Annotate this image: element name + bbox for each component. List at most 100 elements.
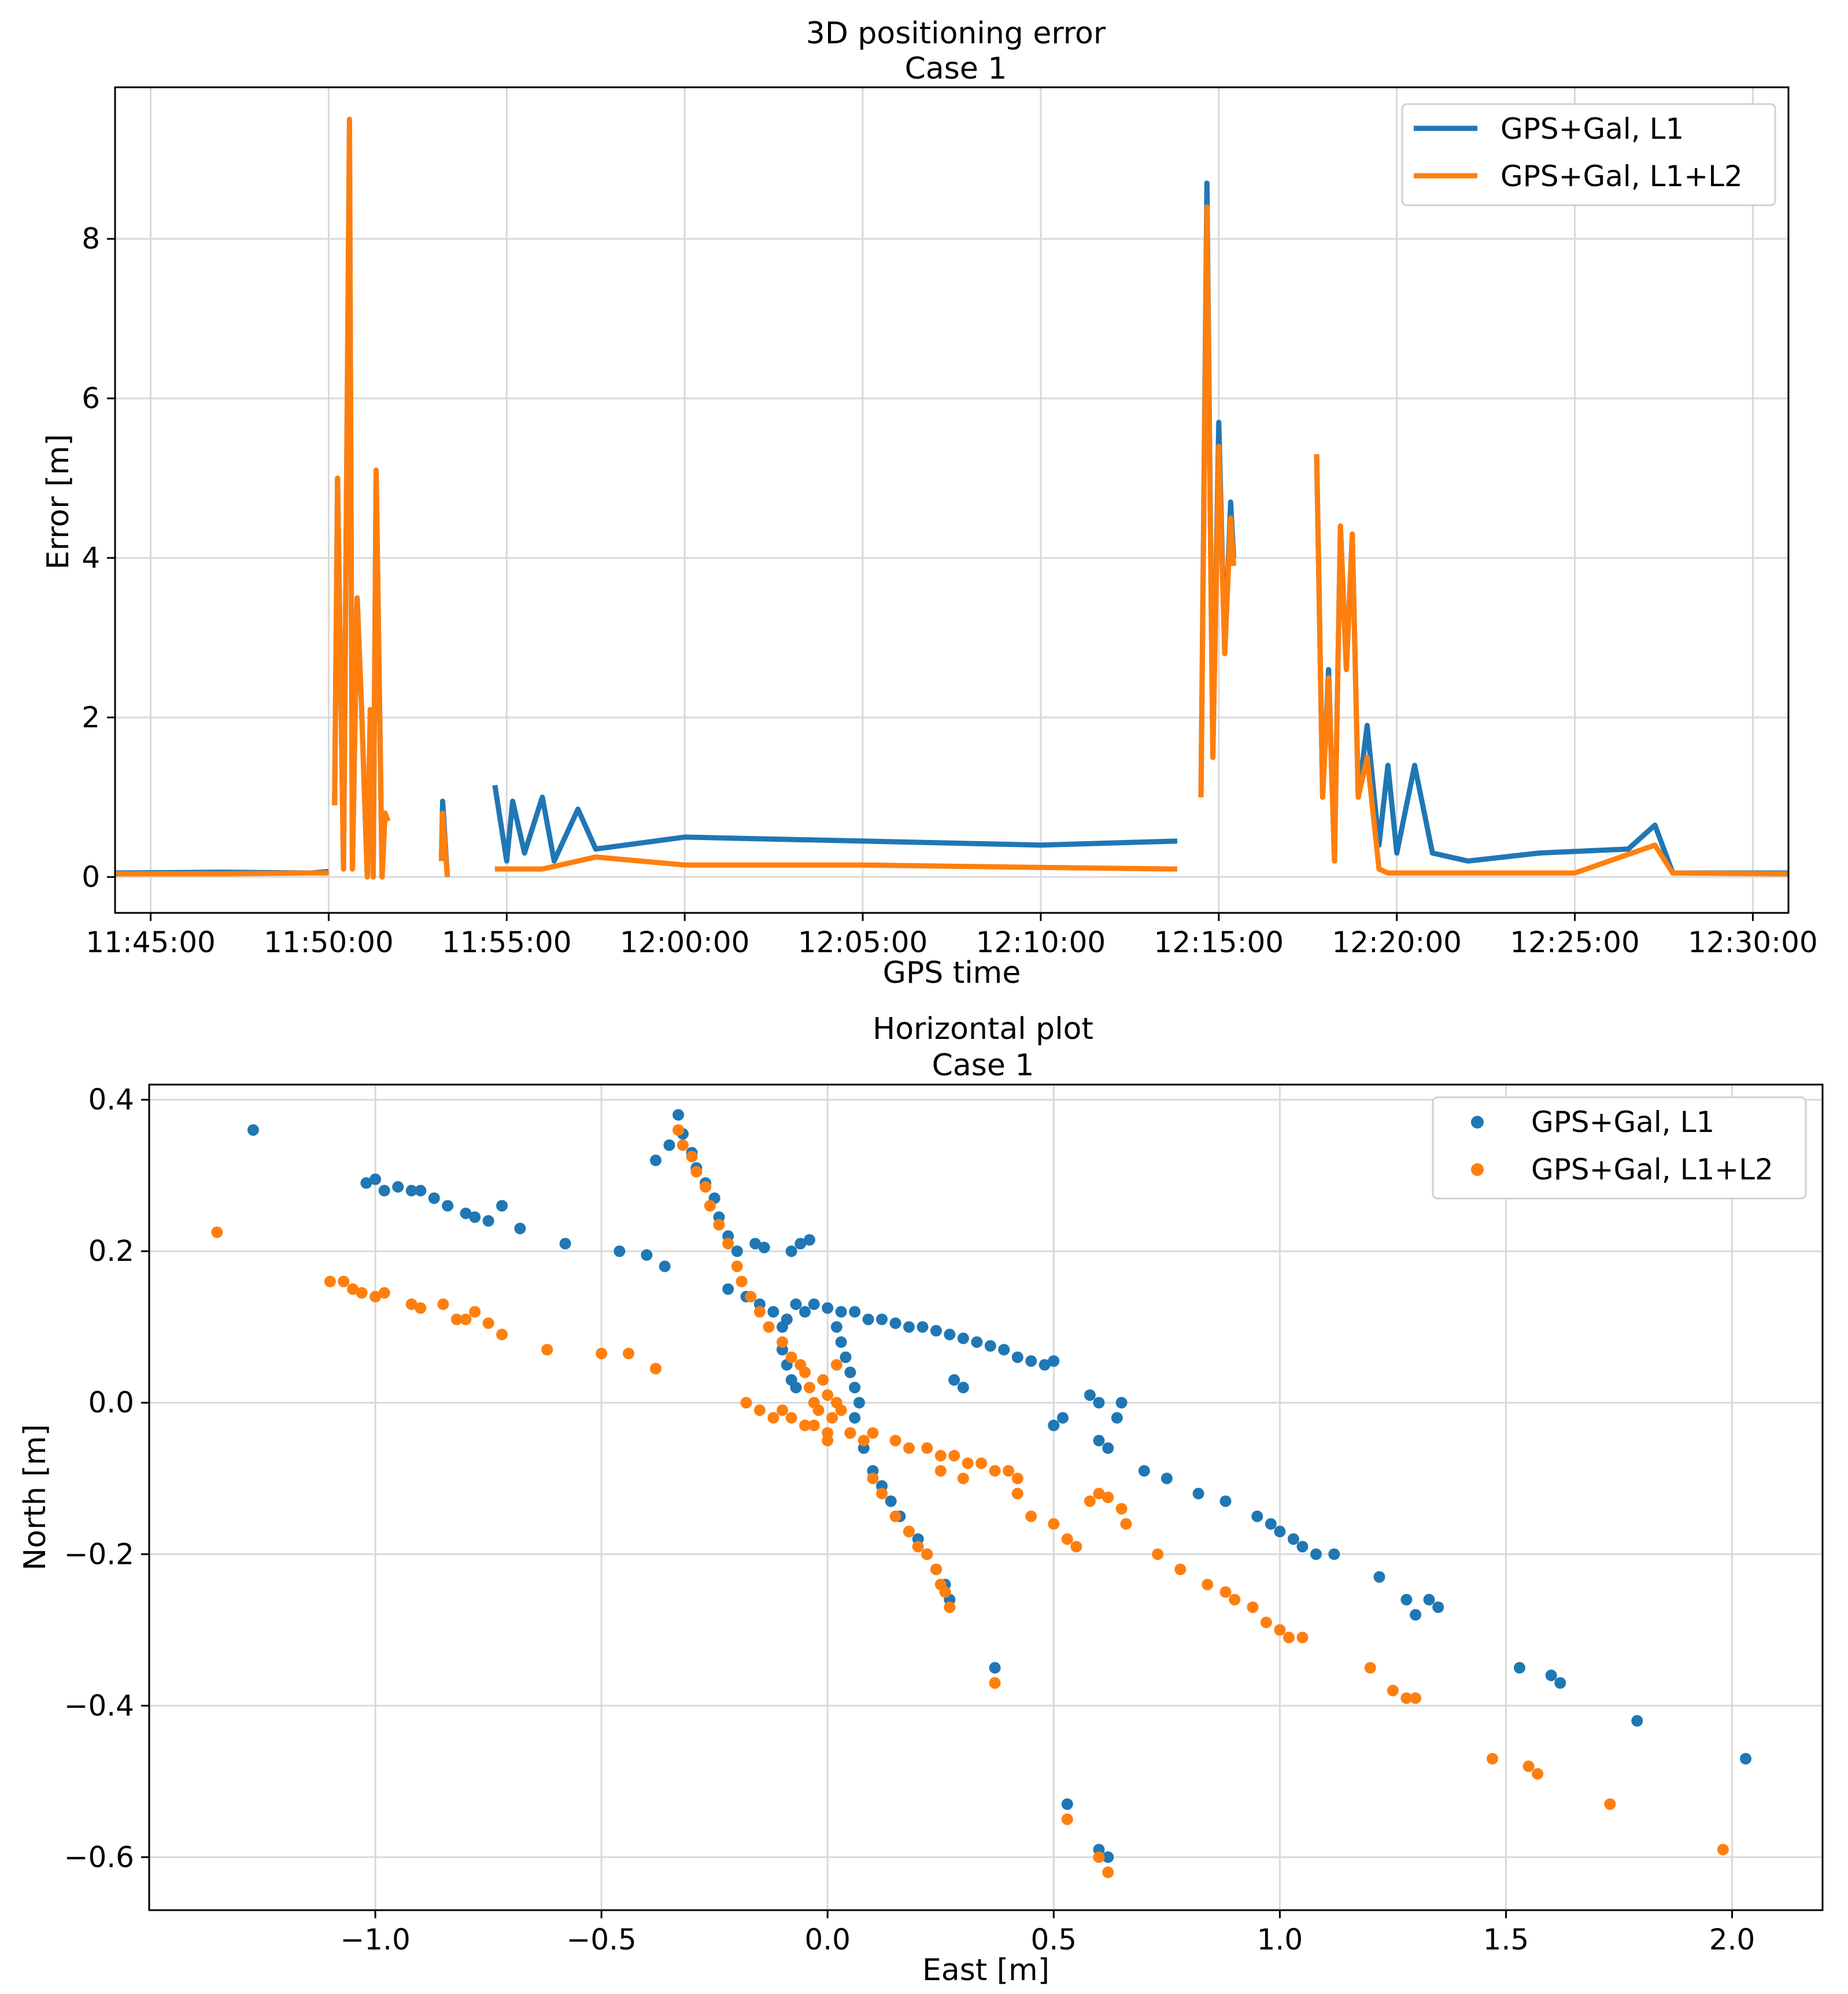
scatter-point (749, 1238, 762, 1250)
scatter-point (1057, 1412, 1069, 1424)
bottom-y-tick-label: 0.0 (88, 1386, 134, 1419)
bottom-x-tick-label: 2.0 (1709, 1923, 1755, 1956)
bottom-y-tick-label: 0.2 (88, 1234, 134, 1268)
scatter-point (944, 1601, 956, 1613)
scatter-point (1070, 1541, 1082, 1553)
scatter-point (785, 1351, 797, 1363)
scatter-point (777, 1321, 788, 1333)
scatter-point (826, 1412, 838, 1424)
scatter-point (822, 1389, 834, 1401)
scatter-point (1025, 1355, 1037, 1367)
scatter-point (1003, 1465, 1015, 1477)
bottom-y-tick-label: −0.4 (64, 1689, 134, 1722)
scatter-point (889, 1317, 901, 1329)
bottom-chart-x-ticks: −1.0 −0.5 0.0 0.5 1.0 1.5 2.0 (340, 1910, 1755, 1956)
scatter-point (338, 1275, 350, 1288)
bottom-chart-frame (148, 1083, 1824, 1911)
scatter-point (1093, 1397, 1105, 1409)
scatter-point (1192, 1488, 1204, 1500)
scatter-point (1400, 1593, 1413, 1605)
scatter-point (758, 1241, 770, 1253)
scatter-point (1522, 1760, 1535, 1773)
top-x-tick-label: 11:45:00 (86, 926, 216, 959)
top-series-line-segment (492, 785, 1178, 864)
top-legend-box (1401, 103, 1776, 206)
scatter-point (650, 1363, 661, 1375)
scatter-point (211, 1226, 223, 1238)
bottom-x-tick-label: −0.5 (566, 1923, 636, 1956)
scatter-point (745, 1290, 757, 1303)
top-x-tick-label: 12:30:00 (1688, 926, 1818, 959)
scatter-point (405, 1298, 417, 1310)
scatter-point (1251, 1510, 1263, 1522)
scatter-point (1296, 1541, 1309, 1553)
scatter-point (921, 1442, 933, 1454)
scatter-point (731, 1245, 743, 1257)
scatter-point (1084, 1389, 1096, 1401)
bottom-x-tick-label: −1.0 (340, 1923, 410, 1956)
top-x-tick-label: 12:25:00 (1510, 926, 1640, 959)
scatter-point (903, 1442, 915, 1454)
scatter-point (1400, 1692, 1413, 1704)
top-x-tick-label: 12:05:00 (798, 926, 928, 959)
bottom-chart-series (211, 1109, 1751, 1878)
scatter-point (753, 1404, 766, 1416)
scatter-point (948, 1374, 960, 1386)
top-y-tick-label: 2 (82, 701, 100, 734)
scatter-point (623, 1348, 635, 1360)
scatter-point (916, 1321, 929, 1333)
top-chart-legend: GPS+Gal, L1 GPS+Gal, L1+L2 (1401, 103, 1776, 206)
scatter-point (790, 1298, 802, 1310)
bottom-chart: Horizontal plot Case 1 −1.0 −0.5 0.0 0.5 1.0… (18, 1012, 1824, 1988)
scatter-point (378, 1185, 390, 1197)
top-series-line-segment (438, 811, 450, 878)
scatter-point (804, 1382, 815, 1393)
scatter-point (1115, 1397, 1128, 1409)
top-x-tick-label: 12:10:00 (976, 926, 1106, 959)
top-legend-label-l1l2: GPS+Gal, L1+L2 (1500, 160, 1743, 193)
scatter-point (1423, 1593, 1435, 1605)
bottom-chart-title: Horizontal plot (873, 1012, 1093, 1046)
scatter-point (921, 1548, 933, 1560)
scatter-point (460, 1207, 472, 1219)
top-x-tick-label: 12:00:00 (620, 926, 750, 959)
scatter-point (659, 1260, 671, 1272)
scatter-point (948, 1449, 960, 1462)
scatter-point (1048, 1419, 1060, 1431)
scatter-point (1604, 1798, 1616, 1810)
top-series-line-segment (1314, 454, 1789, 876)
scatter-point (975, 1457, 988, 1469)
scatter-point (1274, 1526, 1286, 1537)
scatter-point (817, 1374, 829, 1386)
bottom-chart-y-ticks: 0.4 0.2 0.0 −0.2 −0.4 −0.6 (64, 1083, 149, 1874)
scatter-point (1219, 1586, 1232, 1598)
scatter-point (1432, 1601, 1444, 1613)
scatter-point (822, 1434, 834, 1447)
scatter-point (822, 1302, 834, 1314)
scatter-point (777, 1336, 788, 1348)
scatter-point (672, 1124, 685, 1136)
scatter-point (356, 1287, 368, 1299)
scatter-point (944, 1329, 956, 1341)
scatter-point (867, 1427, 879, 1439)
scatter-point (324, 1275, 336, 1288)
scatter-point (1102, 1492, 1114, 1503)
scatter-point (1102, 1442, 1114, 1454)
scatter-point (496, 1200, 508, 1212)
scatter-point (347, 1283, 358, 1295)
scatter-point (867, 1473, 879, 1485)
top-series-line-segment (1198, 180, 1236, 797)
scatter-point (1274, 1624, 1286, 1636)
scatter-point (830, 1359, 842, 1371)
scatter-point (360, 1177, 372, 1189)
scatter-point (559, 1238, 571, 1250)
scatter-point (849, 1412, 861, 1424)
top-series-line-segment (1198, 204, 1236, 797)
scatter-point (1554, 1677, 1566, 1689)
scatter-point (1160, 1473, 1173, 1485)
scatter-point (767, 1306, 779, 1318)
scatter-point (1287, 1533, 1299, 1545)
scatter-point (1328, 1548, 1340, 1560)
scatter-point (835, 1336, 847, 1348)
scatter-point (1048, 1355, 1060, 1367)
